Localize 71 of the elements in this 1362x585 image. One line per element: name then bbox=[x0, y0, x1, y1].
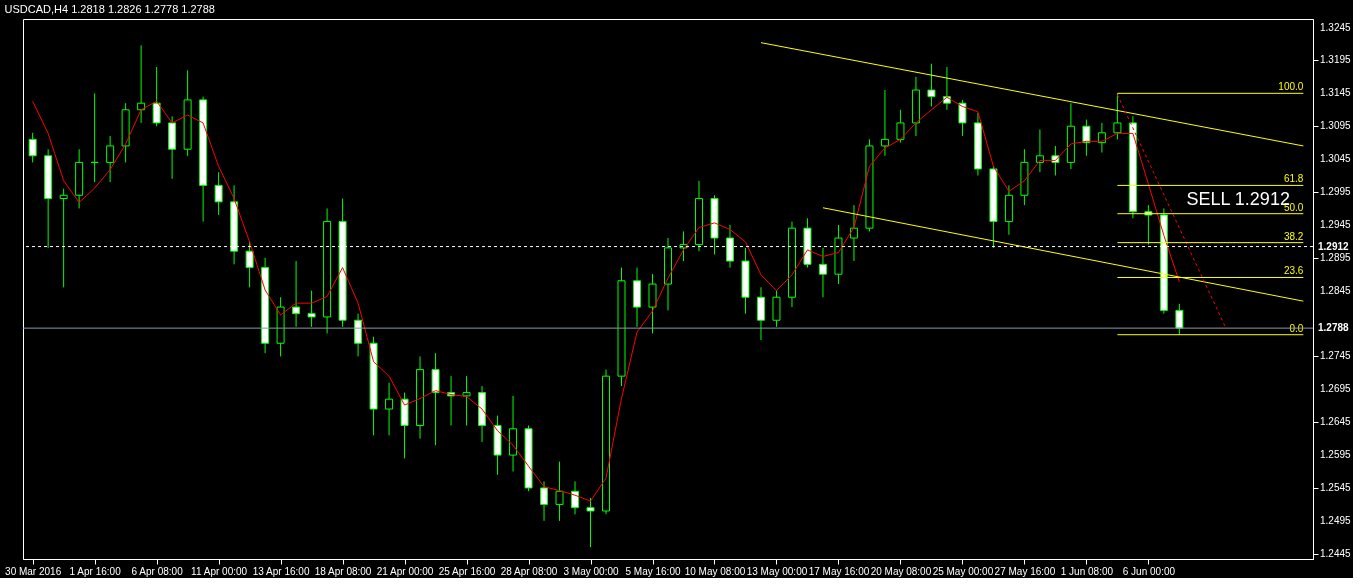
candlestick bbox=[152, 66, 161, 127]
series-label: 38.2 bbox=[1283, 230, 1304, 242]
candlestick bbox=[292, 260, 301, 328]
y-tick-label: 1.2595 bbox=[1320, 449, 1352, 461]
x-tick-label: 1 Apr 16:00 bbox=[69, 565, 122, 577]
y-tick-label: 1.2845 bbox=[1320, 284, 1352, 296]
candlestick bbox=[354, 313, 363, 357]
candlestick bbox=[586, 497, 595, 548]
y-tick-label: 1.3245 bbox=[1320, 21, 1352, 33]
x-tick-label: 1 Jun 08:00 bbox=[1060, 565, 1114, 577]
candlestick bbox=[927, 63, 936, 107]
y-tick-label: 1.2895 bbox=[1320, 251, 1352, 263]
x-tick-label: 30 Mar 2016 bbox=[5, 565, 62, 577]
candlestick bbox=[307, 290, 316, 328]
y-tick-label: 1.2545 bbox=[1320, 481, 1352, 493]
x-tick-label: 3 May 00:00 bbox=[563, 565, 619, 577]
ref-line-label: 1.2788 bbox=[1318, 322, 1350, 334]
candlestick bbox=[385, 382, 394, 436]
x-tick-label: 25 May 00:00 bbox=[932, 565, 994, 577]
x-tick-label: 20 May 08:00 bbox=[870, 565, 932, 577]
candlestick bbox=[648, 273, 657, 334]
x-tick-label: 28 Apr 08:00 bbox=[500, 565, 558, 577]
y-tick-label: 1.2495 bbox=[1320, 514, 1352, 526]
y-tick-label: 1.3045 bbox=[1320, 153, 1352, 165]
candlestick bbox=[818, 247, 827, 298]
candlestick bbox=[214, 171, 223, 216]
candlestick bbox=[1097, 122, 1106, 154]
x-tick-label: 17 May 16:00 bbox=[808, 565, 870, 577]
chart-title: USDCAD,H4 1.2818 1.2826 1.2778 1.2788 bbox=[4, 3, 215, 15]
x-tick-label: 25 Apr 16:00 bbox=[438, 565, 496, 577]
y-tick-label: 1.2945 bbox=[1320, 218, 1352, 230]
y-tick-label: 1.2995 bbox=[1320, 185, 1352, 197]
y-tick-label: 1.2695 bbox=[1320, 383, 1352, 395]
candlestick bbox=[1082, 119, 1091, 157]
candlestick bbox=[1175, 303, 1184, 336]
series-label: 23.6 bbox=[1283, 265, 1304, 277]
candlestick bbox=[59, 188, 68, 288]
x-tick-label: 27 May 16:00 bbox=[994, 565, 1056, 577]
candlestick bbox=[431, 352, 440, 446]
x-tick-label: 13 Apr 16:00 bbox=[252, 565, 310, 577]
series-label: 100.0 bbox=[1278, 81, 1304, 93]
x-tick-label: 6 Apr 08:00 bbox=[131, 565, 184, 577]
candlestick bbox=[896, 109, 905, 144]
candlestick bbox=[1113, 92, 1122, 140]
x-tick-label: 10 May 08:00 bbox=[684, 565, 746, 577]
x-tick-label: 6 Jun 00:00 bbox=[1122, 565, 1176, 577]
y-tick-label: 1.3145 bbox=[1320, 87, 1352, 99]
candlestick bbox=[571, 480, 580, 515]
candlestick bbox=[880, 89, 889, 157]
y-tick-label: 1.3195 bbox=[1320, 54, 1352, 66]
x-tick-label: 18 Apr 08:00 bbox=[314, 565, 372, 577]
series-label: 61.8 bbox=[1283, 173, 1304, 185]
candlestick bbox=[106, 135, 115, 183]
y-tick-label: 1.2745 bbox=[1320, 350, 1352, 362]
x-tick-label: 13 May 00:00 bbox=[746, 565, 808, 577]
candlestick bbox=[555, 461, 564, 522]
x-tick-label: 5 May 16:00 bbox=[625, 565, 681, 577]
candlestick bbox=[462, 375, 471, 426]
y-tick-label: 1.2445 bbox=[1320, 547, 1352, 559]
candlestick bbox=[756, 286, 765, 341]
x-tick-label: 11 Apr 00:00 bbox=[191, 565, 248, 577]
x-tick-label: 21 Apr 00:00 bbox=[376, 565, 434, 577]
candlestick bbox=[772, 290, 781, 328]
candlestick bbox=[849, 204, 858, 262]
candlestick bbox=[958, 99, 967, 137]
candlestick bbox=[28, 132, 37, 163]
y-tick-label: 1.3095 bbox=[1320, 120, 1352, 132]
ref-line-label: 1.2912 bbox=[1318, 240, 1350, 252]
candlestick bbox=[540, 480, 549, 522]
y-tick-label: 1.2645 bbox=[1320, 416, 1352, 428]
series-label: 0.0 bbox=[1289, 322, 1304, 334]
